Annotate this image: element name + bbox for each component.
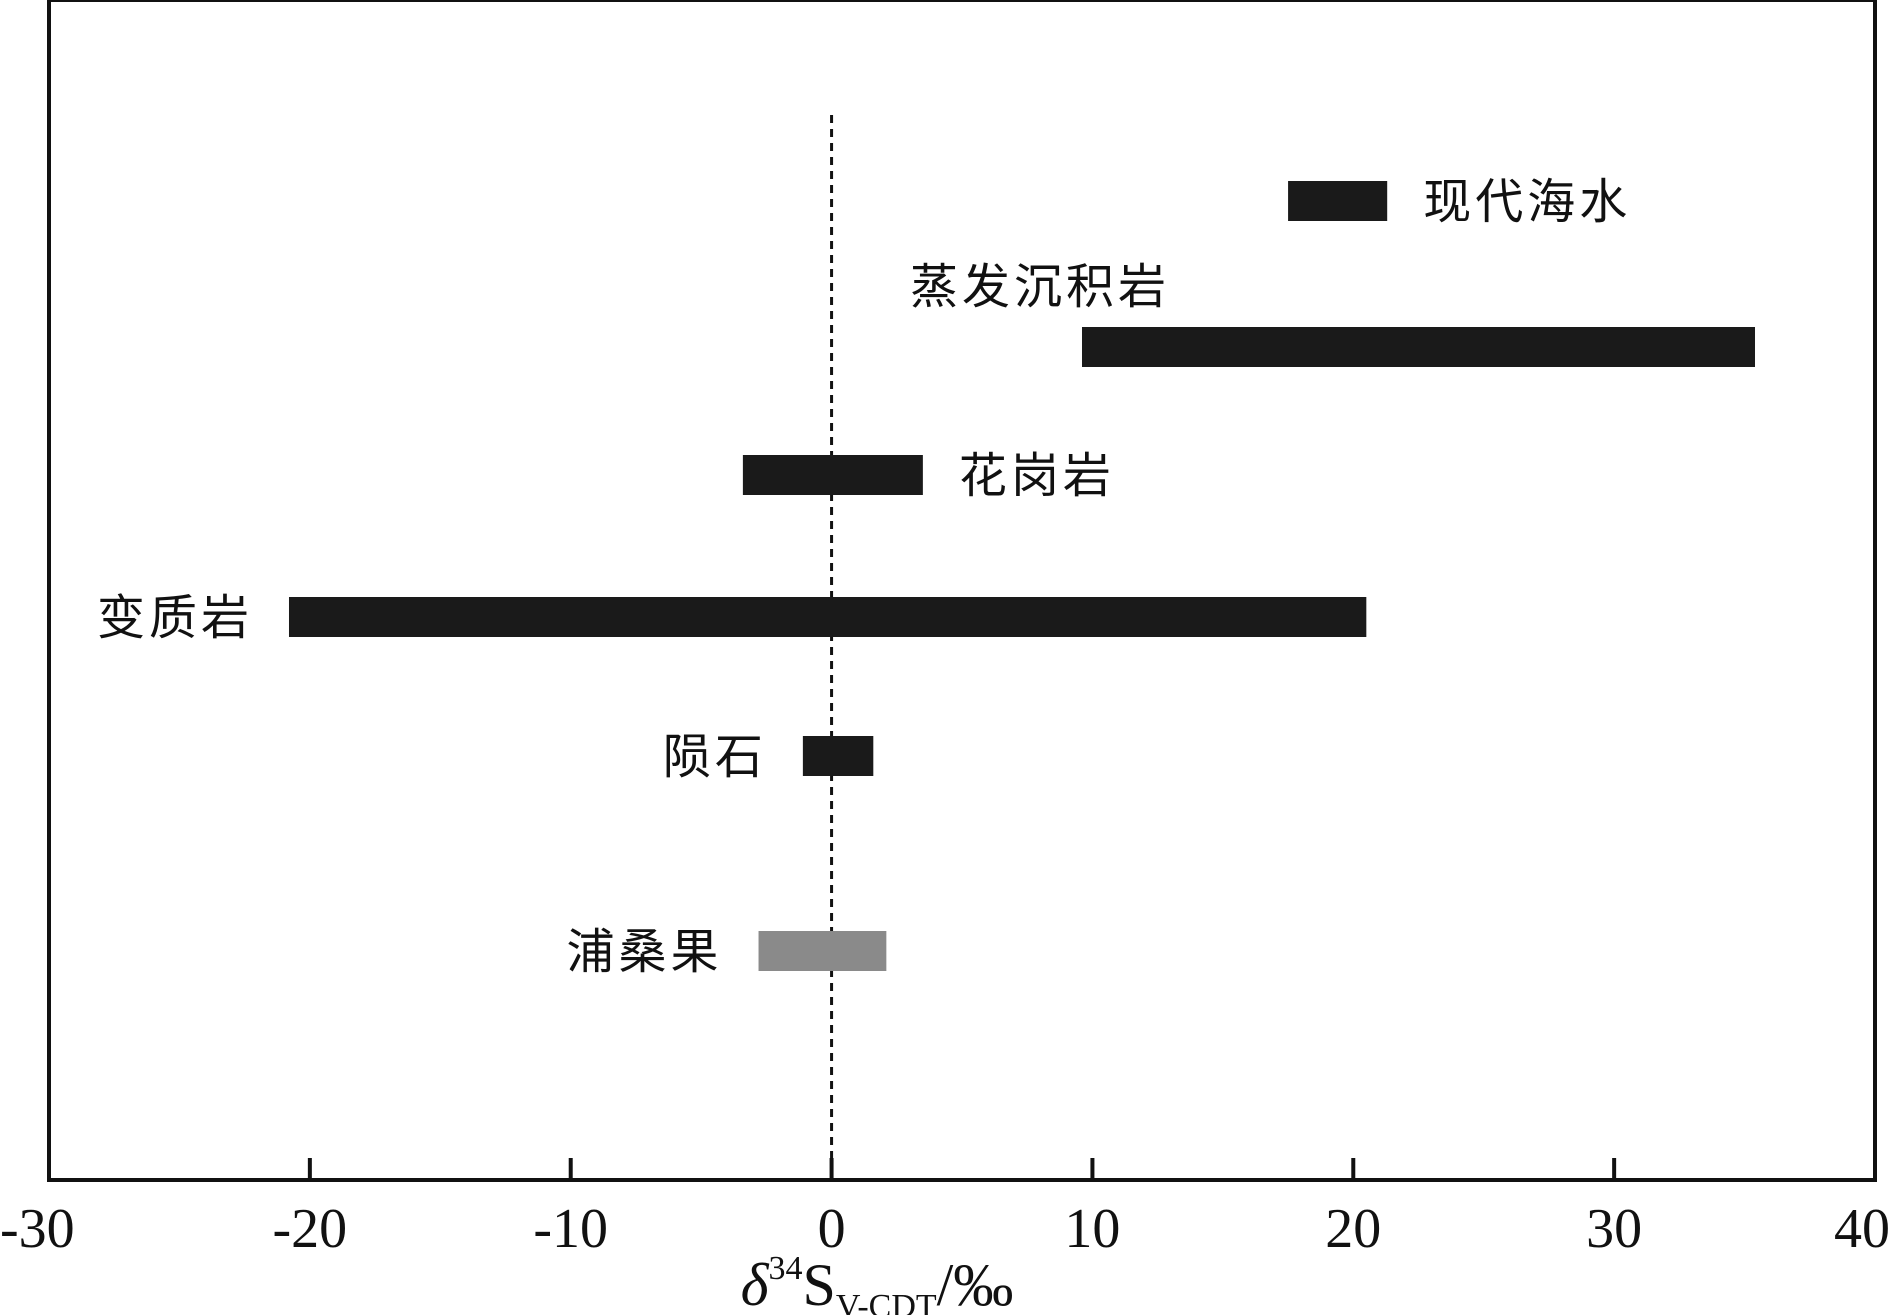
x-tick-label: -30 (0, 1198, 75, 1260)
x-tick-label: 20 (1325, 1198, 1381, 1260)
range-bar (288, 597, 1367, 637)
x-tick-label: -10 (533, 1198, 608, 1260)
range-bar (1288, 181, 1388, 221)
x-tick-label: 10 (1064, 1198, 1120, 1260)
x-axis-label-delta: δ (741, 1252, 770, 1315)
x-tick-label: 30 (1586, 1198, 1642, 1260)
x-tick-label: -20 (273, 1198, 348, 1260)
x-axis-label-subscript: V-CDT (836, 1288, 937, 1315)
x-tick-label: 0 (818, 1198, 846, 1260)
x-axis-ticks-group: -30 -20 -10 0 10 20 30 40 (0, 1158, 1890, 1260)
x-tick-label: 40 (1834, 1198, 1890, 1260)
x-axis-label-unit: /‰ (937, 1252, 1014, 1315)
x-axis-label-superscript: 34 (769, 1250, 803, 1287)
category-label: 现代海水 (1423, 174, 1631, 230)
range-bar (758, 931, 887, 971)
range-bar (1081, 327, 1756, 367)
category-label: 变质岩 (97, 590, 253, 646)
range-bar (802, 736, 874, 776)
category-label: 蒸发沉积岩 (910, 259, 1170, 315)
category-label: 花岗岩 (959, 448, 1115, 504)
category-label: 浦桑果 (567, 924, 723, 980)
category-label: 陨石 (663, 729, 767, 785)
range-bar (742, 455, 923, 495)
plot-frame (47, 0, 1877, 1182)
bars-group (288, 181, 1756, 971)
x-axis-label: δ34SV-CDT/‰ (741, 1250, 1014, 1315)
x-axis-label-main: S (803, 1252, 836, 1315)
